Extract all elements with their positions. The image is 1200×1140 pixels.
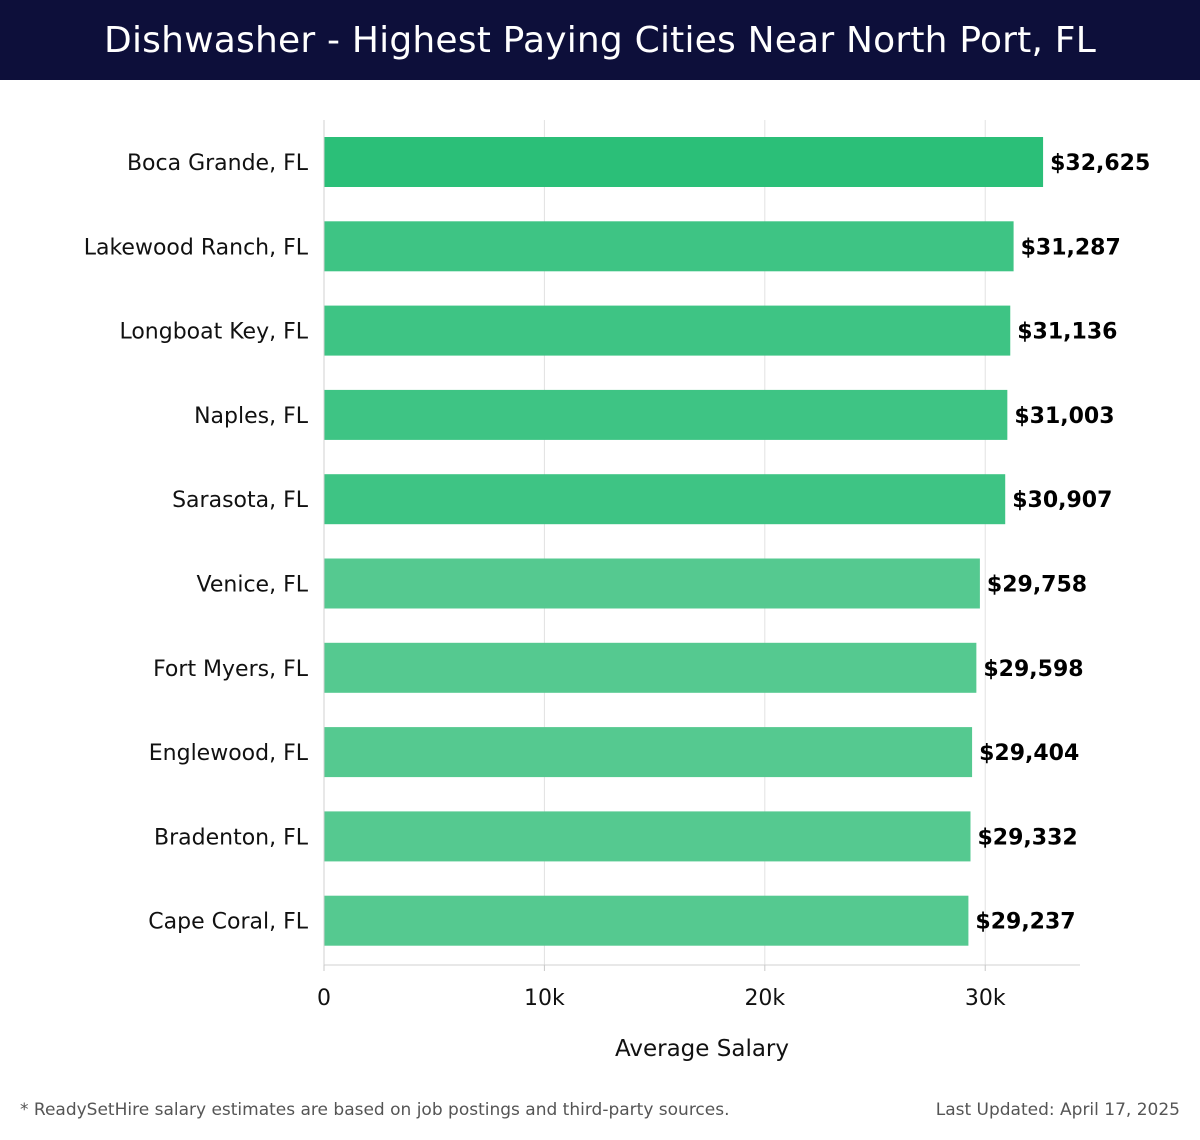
category-label: Longboat Key, FL [119,320,308,345]
chart-title: Dishwasher - Highest Paying Cities Near … [104,19,1096,61]
x-tick-label: 0 [317,986,331,1011]
value-label: $31,003 [1014,404,1114,429]
x-tick-label: 10k [524,986,565,1011]
bar [324,727,973,778]
value-label: $31,287 [1021,235,1121,260]
value-label: $29,598 [983,657,1083,682]
category-label: Cape Coral, FL [148,910,308,935]
category-label: Naples, FL [194,404,309,429]
footer-disclaimer: * ReadySetHire salary estimates are base… [20,1100,730,1120]
bar [324,811,971,862]
bar [324,642,977,693]
value-label: $29,332 [978,825,1078,850]
bar [324,558,980,609]
category-label: Englewood, FL [149,741,309,766]
category-label: Lakewood Ranch, FL [84,235,309,260]
bars [324,137,1044,946]
chart-header: Dishwasher - Highest Paying Cities Near … [0,0,1200,80]
salary-bar-chart: 0 10k 20k 30k Average Salary Boca Grande, FL… [84,120,1151,1062]
value-label: $29,237 [975,910,1075,935]
category-label: Venice, FL [197,573,309,598]
bar [324,474,1006,525]
value-label: $32,625 [1050,151,1150,176]
value-label: $30,907 [1012,488,1112,513]
bar [324,305,1011,356]
x-tick-label: 30k [965,986,1006,1011]
bar [324,137,1044,187]
value-label: $31,136 [1017,320,1117,345]
category-label: Sarasota, FL [172,488,309,513]
category-label: Boca Grande, FL [127,151,309,176]
labels: Boca Grande, FL $32,625 Lakewood Ranch, FL… [84,151,1151,935]
bar [324,389,1008,440]
category-label: Fort Myers, FL [153,657,309,682]
bar [324,895,969,946]
x-tick-label: 20k [744,986,785,1011]
footer-last-updated: Last Updated: April 17, 2025 [935,1100,1180,1120]
value-label: $29,758 [987,573,1087,598]
axes: 0 10k 20k 30k Average Salary [317,120,1080,1062]
value-label: $29,404 [979,741,1079,766]
x-axis-title: Average Salary [615,1036,789,1062]
category-label: Bradenton, FL [154,825,309,850]
bar [324,221,1014,272]
